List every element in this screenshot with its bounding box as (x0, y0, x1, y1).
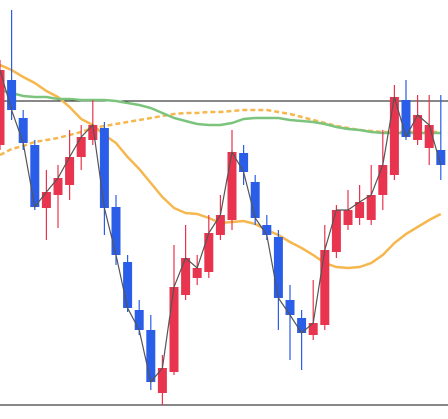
candle-body (389, 97, 399, 175)
candle-body (366, 195, 376, 220)
candle-body (111, 207, 121, 255)
moving-average (0, 88, 441, 135)
candle-body (227, 152, 237, 220)
candle-body (401, 100, 411, 137)
candle-body (76, 137, 86, 157)
candle-body (308, 323, 318, 335)
candle-body (297, 318, 307, 333)
candle-body (424, 125, 434, 148)
candle-body (320, 250, 330, 325)
close-line (0, 69, 442, 384)
candle-body (413, 115, 423, 140)
candle-body (65, 157, 75, 185)
candle-body (146, 330, 156, 382)
candle-body (343, 210, 353, 225)
candle-body (262, 225, 272, 235)
moving-average (0, 108, 441, 157)
candle-body (7, 80, 17, 110)
candle-body (355, 202, 365, 218)
candle-body (30, 145, 40, 207)
candle-body (239, 153, 249, 172)
candle-body (88, 125, 98, 140)
candle-body (273, 237, 283, 298)
candle-body (53, 178, 63, 195)
candle-body (250, 182, 260, 218)
candle-body (378, 165, 388, 195)
candle-body (285, 300, 295, 315)
candle-body (134, 310, 144, 330)
candle-body (18, 118, 28, 143)
candle-body (169, 287, 179, 372)
candle-body (0, 70, 5, 145)
candle-body (436, 150, 446, 165)
candle-body (99, 128, 109, 208)
candle-body (157, 368, 167, 393)
candle-body (192, 268, 202, 278)
candle-body (181, 258, 191, 295)
candle-body (331, 210, 341, 252)
candle-body (215, 215, 225, 235)
candle-body (123, 262, 133, 308)
candle-body (204, 233, 214, 272)
candle-body (41, 192, 51, 208)
